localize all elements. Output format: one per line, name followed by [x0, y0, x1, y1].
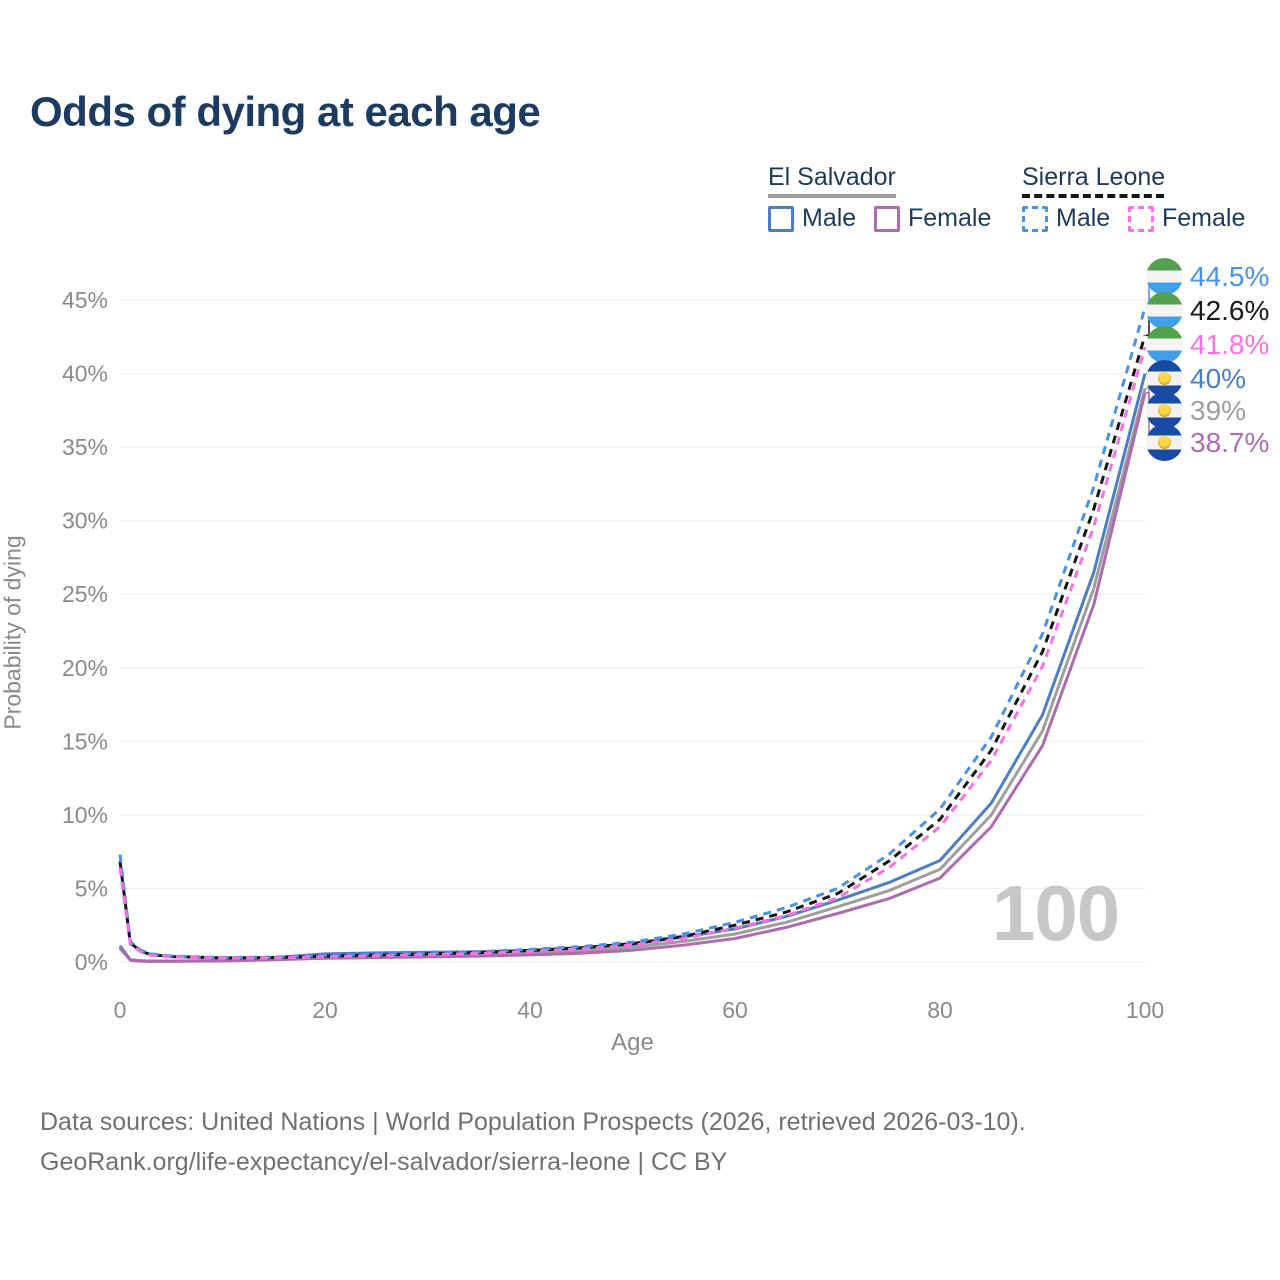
end-label-value: 44.5%	[1190, 260, 1270, 292]
legend-swatch-solid-blue-icon	[768, 205, 794, 232]
y-tick-label: 25%	[62, 581, 108, 607]
y-tick-label: 20%	[62, 655, 108, 681]
el-salvador-flag-icon	[1146, 360, 1183, 397]
series-line	[118, 346, 1147, 960]
y-tick-label: 30%	[62, 508, 108, 534]
y-tick-label: 5%	[75, 875, 108, 901]
legend-item-el-salvador-male[interactable]: Male	[768, 204, 856, 233]
data-sources-line: Data sources: United Nations | World Pop…	[40, 1108, 1026, 1136]
end-label-value: 38.7%	[1190, 426, 1270, 458]
legend-swatch-dashed-blue-icon	[1022, 205, 1048, 232]
legend-item-el-salvador-female[interactable]: Female	[874, 204, 991, 233]
y-tick-label: 45%	[62, 287, 108, 313]
age-watermark: 100	[992, 869, 1120, 957]
attribution-line: GeoRank.org/life-expectancy/el-salvador/…	[40, 1148, 728, 1176]
legend-item-sierra-leone-male[interactable]: Male	[1022, 204, 1110, 233]
x-axis-title: Age	[611, 1029, 654, 1056]
y-axis-title: Probability of dying	[0, 535, 26, 730]
legend-item-label: Female	[1162, 204, 1246, 232]
el-salvador-flag-icon	[1146, 392, 1183, 429]
y-tick-label: 10%	[62, 802, 108, 828]
x-tick-label: 80	[927, 997, 953, 1023]
y-tick-label: 15%	[62, 728, 108, 754]
end-label-value: 40%	[1190, 362, 1247, 394]
x-tick-label: 20	[312, 997, 338, 1023]
end-label-el-salvador-male: 40%	[1146, 360, 1246, 397]
sierra-leone-flag-icon	[1146, 292, 1183, 329]
end-label-sierra-leone-female: 41.8%	[1146, 326, 1269, 363]
legend-item-label: Male	[1056, 204, 1111, 232]
x-tick-label: 60	[722, 997, 748, 1023]
y-tick-label: 35%	[62, 434, 108, 460]
series-line	[118, 392, 1147, 963]
x-tick-label: 0	[114, 997, 127, 1023]
sierra-leone-flag-icon	[1146, 326, 1183, 363]
legend-item-label: Male	[802, 204, 857, 232]
y-tick-label: 0%	[75, 949, 108, 975]
end-label-el-salvador-both: 39%	[1146, 392, 1246, 429]
end-label-el-salvador-female: 38.7%	[1146, 424, 1269, 461]
x-tick-label: 40	[517, 997, 543, 1023]
legend-swatch-solid-purple-icon	[874, 205, 900, 232]
page-title: Odds of dying at each age	[30, 88, 541, 135]
legend-group-sierra-leone: Sierra Leone	[1022, 163, 1166, 191]
sierra-leone-flag-icon	[1146, 258, 1183, 295]
legend-swatch-dashed-pink-icon	[1128, 205, 1154, 232]
legend-item-label: Female	[908, 204, 992, 232]
legend-line-sample-dashed	[1022, 194, 1164, 198]
end-label-value: 39%	[1190, 394, 1247, 426]
end-label-sierra-leone-both: 42.6%	[1146, 292, 1269, 329]
x-tick-label: 100	[1126, 997, 1164, 1023]
end-label-sierra-leone-male: 44.5%	[1146, 258, 1269, 295]
legend-group-el-salvador: El Salvador	[768, 163, 896, 191]
el-salvador-flag-icon	[1146, 424, 1183, 461]
y-tick-label: 40%	[62, 361, 108, 387]
series-line	[118, 334, 1147, 960]
legend-line-sample-solid	[768, 194, 896, 198]
series-line	[118, 306, 1147, 960]
end-label-value: 41.8%	[1190, 328, 1270, 360]
end-label-value: 42.6%	[1190, 294, 1270, 326]
legend-item-sierra-leone-female[interactable]: Female	[1128, 204, 1245, 233]
